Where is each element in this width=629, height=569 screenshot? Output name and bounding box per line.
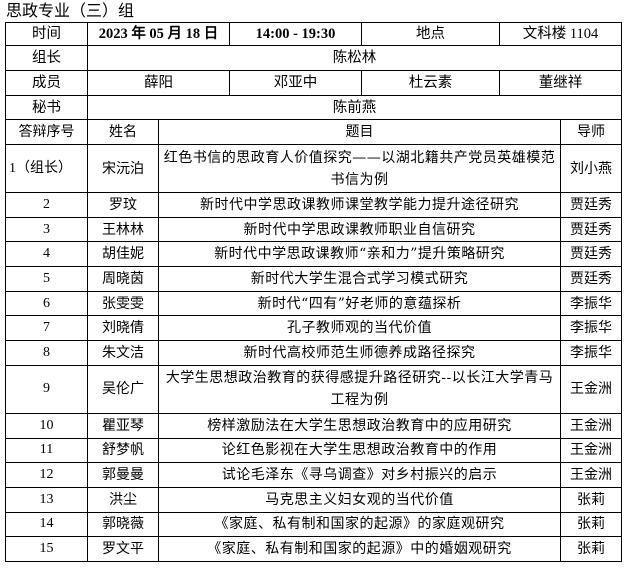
order-cell: 2	[5, 192, 88, 218]
member-name: 杜云素	[361, 70, 500, 96]
table-row: 10 瞿亚琴 榜样激励法在大学生思想政治教育中的应用研究 王金洲	[5, 412, 622, 439]
topic-cell: 《家庭、私有制和国家的起源》的家庭观研究	[158, 511, 561, 538]
order-cell: 11	[5, 437, 88, 464]
topic-cell: 孔子教师观的当代价值	[158, 315, 561, 342]
time-range-value: 14:00 - 19:30	[229, 22, 362, 46]
name-cell: 王林林	[87, 216, 159, 243]
secretary-label: 秘书	[5, 95, 88, 120]
defense-schedule-table: 答辩序号 姓名 题目 导师 1（组长） 宋沅泊 红色书信的思政育人价值探究——以湖北…	[5, 119, 622, 562]
advisor-cell: 贾廷秀	[560, 192, 622, 218]
time-label: 时间	[5, 22, 88, 46]
topic-cell: 新时代大学生混合式学习模式研究	[158, 266, 561, 292]
header-advisor: 导师	[560, 119, 622, 145]
advisor-cell: 王金洲	[560, 364, 622, 414]
order-cell: 5	[5, 266, 88, 292]
table-row: 3 王林林 新时代中学思政课教师职业自信研究 贾廷秀	[5, 216, 622, 243]
name-cell: 瞿亚琴	[87, 412, 159, 439]
topic-cell: 马克思主义妇女观的当代价值	[158, 486, 561, 513]
topic-cell: 试论毛泽东《寻乌调查》对乡村振兴的启示	[158, 462, 561, 488]
group-title: 思政专业（三）组	[6, 1, 135, 20]
order-cell: 1（组长）	[5, 144, 88, 193]
order-cell: 3	[5, 216, 88, 243]
table-row: 2 罗玟 新时代中学思政课教师课堂教学能力提升途径研究 贾廷秀	[5, 192, 622, 218]
table-row: 9 吴伦广 大学生思想政治教育的获得感提升路径研究--以长江大学青马工程为例 王金洲	[5, 364, 622, 414]
table-row: 8 朱文洁 新时代高校师范生师德养成路径探究 李振华	[5, 340, 622, 366]
name-cell: 吴伦广	[87, 364, 159, 414]
topic-cell: 论红色影视在大学生思想政治教育中的作用	[158, 437, 561, 464]
table-row: 5 周晓茵 新时代大学生混合式学习模式研究 贾廷秀	[5, 266, 622, 292]
header-topic: 题目	[158, 119, 561, 145]
order-cell: 7	[5, 315, 88, 342]
name-cell: 洪尘	[87, 486, 159, 513]
table-row: 1（组长） 宋沅泊 红色书信的思政育人价值探究——以湖北籍共产党员英雄模范书信为例刘…	[5, 144, 622, 193]
topic-cell: 红色书信的思政育人价值探究——以湖北籍共产党员英雄模范书信为例	[158, 144, 561, 193]
header-name: 姓名	[87, 119, 159, 145]
advisor-cell: 张莉	[560, 486, 622, 513]
table-row: 15 罗文平 《家庭、私有制和国家的起源》中的婚姻观研究 张莉	[5, 536, 622, 562]
table-row: 12 郭曼曼 试论毛泽东《寻乌调查》对乡村振兴的启示 王金洲	[5, 462, 622, 488]
name-cell: 刘晓倩	[87, 315, 159, 342]
advisor-cell: 李振华	[560, 290, 622, 317]
topic-cell: 新时代高校师范生师德养成路径探究	[158, 340, 561, 366]
leader-label: 组长	[5, 45, 88, 71]
order-cell: 15	[5, 536, 88, 562]
name-cell: 罗文平	[87, 536, 159, 562]
order-cell: 14	[5, 511, 88, 538]
advisor-cell: 王金洲	[560, 437, 622, 464]
topic-cell: 榜样激励法在大学生思想政治教育中的应用研究	[158, 412, 561, 439]
order-cell: 13	[5, 486, 88, 513]
order-cell: 9	[5, 364, 88, 414]
advisor-cell: 张莉	[560, 511, 622, 538]
topic-cell: 新时代中学思政课教师职业自信研究	[158, 216, 561, 243]
topic-cell: 新时代中学思政课教师“亲和力”提升策略研究	[158, 241, 561, 268]
advisor-cell: 李振华	[560, 315, 622, 342]
order-cell: 10	[5, 412, 88, 439]
member-name: 薛阳	[87, 70, 230, 96]
member-name: 邓亚中	[229, 70, 362, 96]
table-row: 14 郭晓薇 《家庭、私有制和国家的起源》的家庭观研究 张莉	[5, 511, 622, 538]
order-cell: 4	[5, 241, 88, 268]
date-value: 2023 年 05 月 18 日	[87, 22, 230, 46]
topic-cell: 《家庭、私有制和国家的起源》中的婚姻观研究	[158, 536, 561, 562]
order-cell: 6	[5, 290, 88, 317]
table-row: 7 刘晓倩 孔子教师观的当代价值 李振华	[5, 315, 622, 342]
members-label: 成员	[5, 70, 88, 96]
member-name: 董继祥	[499, 70, 622, 96]
advisor-cell: 贾廷秀	[560, 216, 622, 243]
name-cell: 罗玟	[87, 192, 159, 218]
order-cell: 8	[5, 340, 88, 366]
name-cell: 舒梦帆	[87, 437, 159, 464]
name-cell: 郭曼曼	[87, 462, 159, 488]
table-row: 6 张雯雯 新时代“四有”好老师的意蕴探析 李振华	[5, 290, 622, 317]
name-cell: 周晓茵	[87, 266, 159, 292]
advisor-cell: 张莉	[560, 536, 622, 562]
name-cell: 朱文洁	[87, 340, 159, 366]
advisor-cell: 王金洲	[560, 412, 622, 439]
secretary-value: 陈前燕	[87, 95, 622, 120]
advisor-cell: 贾廷秀	[560, 266, 622, 292]
header-order: 答辩序号	[5, 119, 88, 145]
name-cell: 张雯雯	[87, 290, 159, 317]
topic-cell: 新时代“四有”好老师的意蕴探析	[158, 290, 561, 317]
table-row: 13 洪尘 马克思主义妇女观的当代价值 张莉	[5, 486, 622, 513]
name-cell: 宋沅泊	[87, 144, 159, 193]
table-header-row: 答辩序号 姓名 题目 导师	[5, 119, 622, 145]
advisor-cell: 刘小燕	[560, 144, 622, 193]
advisor-cell: 李振华	[560, 340, 622, 366]
name-cell: 郭晓薇	[87, 511, 159, 538]
location-label: 地点	[361, 22, 500, 46]
advisor-cell: 贾廷秀	[560, 241, 622, 268]
group-info-table: 时间 2023 年 05 月 18 日 14:00 - 19:30 地点 文科楼…	[5, 22, 622, 120]
advisor-cell: 王金洲	[560, 462, 622, 488]
location-value: 文科楼 1104	[499, 22, 622, 46]
table-row: 11 舒梦帆 论红色影视在大学生思想政治教育中的作用 王金洲	[5, 437, 622, 464]
order-cell: 12	[5, 462, 88, 488]
name-cell: 胡佳妮	[87, 241, 159, 268]
topic-cell: 大学生思想政治教育的获得感提升路径研究--以长江大学青马工程为例	[158, 364, 561, 414]
table-row: 4 胡佳妮 新时代中学思政课教师“亲和力”提升策略研究 贾廷秀	[5, 241, 622, 268]
leader-value: 陈松林	[87, 45, 622, 71]
topic-cell: 新时代中学思政课教师课堂教学能力提升途径研究	[158, 192, 561, 218]
